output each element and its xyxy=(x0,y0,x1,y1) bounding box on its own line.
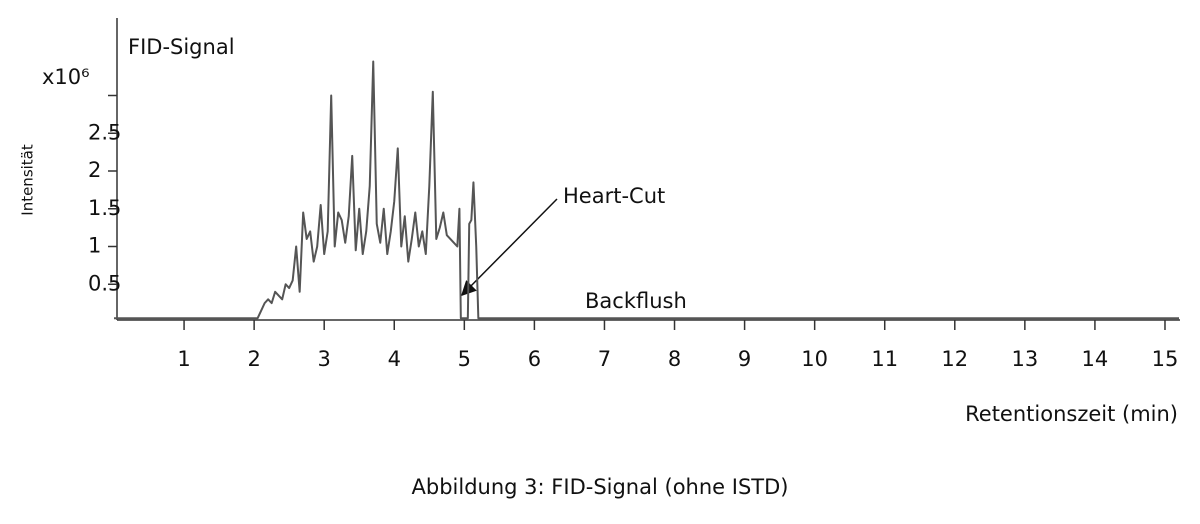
y-unit: x10⁶ xyxy=(42,65,90,89)
x-tick-label: 10 xyxy=(801,347,828,371)
x-tick-label: 8 xyxy=(668,347,681,371)
x-tick-label: 3 xyxy=(318,347,331,371)
x-tick-label: 2 xyxy=(247,347,260,371)
x-tick-label: 9 xyxy=(738,347,751,371)
x-tick-label: 4 xyxy=(388,347,401,371)
caption: Abbildung 3: FID-Signal (ohne ISTD) xyxy=(412,475,789,499)
x-axis-label: Retentionszeit (min) xyxy=(965,402,1178,426)
series-label: FID-Signal xyxy=(128,35,235,59)
x-tick-label: 15 xyxy=(1152,347,1179,371)
x-tick-label: 1 xyxy=(177,347,190,371)
y-tick-label: 0.5 xyxy=(88,271,121,295)
signal-line xyxy=(114,60,1179,320)
y-tick-label: 2.5 xyxy=(88,120,121,144)
x-tick-label: 13 xyxy=(1011,347,1038,371)
x-tick-label: 5 xyxy=(458,347,471,371)
y-tick-label: 1.5 xyxy=(88,196,121,220)
x-tick-label: 14 xyxy=(1082,347,1109,371)
y-tick-label: 1 xyxy=(88,234,101,258)
y-tick-label: 2 xyxy=(88,158,101,182)
x-tick-label: 11 xyxy=(871,347,898,371)
y-axis-label: Intensität xyxy=(19,144,37,216)
annotation: Backflush xyxy=(585,289,687,313)
x-tick-label: 6 xyxy=(528,347,541,371)
x-tick-label: 7 xyxy=(598,347,611,371)
x-tick-label: 12 xyxy=(941,347,968,371)
annotation: Heart-Cut xyxy=(563,184,665,208)
